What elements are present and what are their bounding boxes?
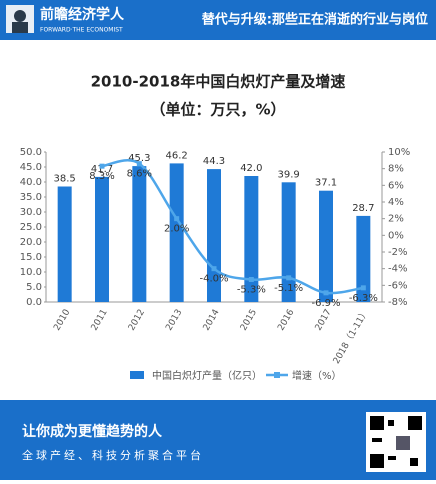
qr-corner <box>370 454 384 468</box>
line-label: -6.3% <box>349 293 378 304</box>
bar <box>244 176 259 302</box>
slogan: 让你成为更懂趋势的人 <box>22 423 163 440</box>
qr-code <box>366 412 426 472</box>
bar <box>281 182 296 302</box>
bar <box>356 215 371 302</box>
qr-dot <box>396 436 410 450</box>
qr-dot <box>372 438 382 442</box>
y-tick-label: 15.0 <box>20 252 42 263</box>
y-tick-label: 40.0 <box>20 177 42 188</box>
bar-label: 44.3 <box>203 156 225 167</box>
bar <box>132 166 147 302</box>
y-tick-label: 50.0 <box>20 147 42 158</box>
legend-swatch <box>274 372 280 378</box>
line-label: 8.3% <box>89 171 114 182</box>
qr-dot <box>388 420 394 426</box>
line-marker <box>99 163 105 169</box>
line-marker <box>136 161 142 167</box>
line-label: -4.0% <box>199 274 228 285</box>
header-bar <box>0 0 436 40</box>
line-label: 2.0% <box>164 224 189 235</box>
y2-tick-label: -2% <box>388 247 407 258</box>
bar-label: 41.7 <box>91 164 113 175</box>
bar <box>207 169 221 302</box>
bar-label: 45.3 <box>128 153 150 164</box>
headline: 替代与升级:那些正在消逝的行业与岗位 <box>202 12 428 28</box>
qr-dot <box>388 456 396 460</box>
line-marker <box>174 216 180 222</box>
line-label: -5.1% <box>274 283 303 294</box>
y2-tick-label: 10% <box>388 147 410 158</box>
y2-tick-label: 8% <box>388 164 404 175</box>
qr-corner <box>408 416 422 430</box>
bar <box>57 186 72 302</box>
bar <box>319 190 333 302</box>
y-tick-label: 0.0 <box>26 297 42 308</box>
line-marker <box>323 290 329 296</box>
bar-label: 46.2 <box>166 150 188 161</box>
line-marker <box>211 266 217 272</box>
y-tick-label: 35.0 <box>20 192 42 203</box>
y2-tick-label: 2% <box>388 214 404 225</box>
line-marker <box>248 277 254 282</box>
bar <box>169 163 184 302</box>
line-marker <box>360 285 366 291</box>
line-label: -6.9% <box>311 298 340 309</box>
logo-body <box>12 22 28 33</box>
legend-label: 增速（%） <box>292 369 342 382</box>
brand-en: FORWARD·THE ECONOMIST <box>40 27 123 34</box>
y-tick-label: 25.0 <box>20 222 42 233</box>
bar-label: 37.1 <box>315 178 337 189</box>
y-tick-label: 10.0 <box>20 267 42 278</box>
brand: 前瞻经济学人 <box>40 6 125 23</box>
line-label: 8.6% <box>127 169 152 180</box>
bar-label: 39.9 <box>278 169 300 180</box>
bar-label: 42.0 <box>240 163 262 174</box>
y2-tick-label: 4% <box>388 197 404 208</box>
legend-label: 中国白炽灯产量（亿只） <box>152 369 262 382</box>
y-tick-label: 45.0 <box>20 162 42 173</box>
y2-tick-label: -4% <box>388 264 407 275</box>
y-tick-label: 20.0 <box>20 237 42 248</box>
line-label: -5.3% <box>237 285 266 296</box>
bar <box>95 176 109 302</box>
logo-head <box>14 10 26 22</box>
y2-tick-label: 6% <box>388 180 404 191</box>
tagline: 全球产经、科技分析聚合平台 <box>22 448 204 462</box>
chart-subtitle: （单位：万只，%） <box>150 101 285 119</box>
footer-bar <box>0 400 436 480</box>
y-tick-label: 5.0 <box>26 282 42 293</box>
bar-label: 28.7 <box>352 203 374 214</box>
qr-dot <box>410 458 418 466</box>
line <box>101 159 364 295</box>
bar-label: 38.5 <box>54 174 76 185</box>
y-tick-label: 30.0 <box>20 207 42 218</box>
y2-tick-label: -6% <box>388 280 407 291</box>
legend-swatch <box>130 371 144 379</box>
line-marker <box>286 275 292 281</box>
y2-tick-label: -8% <box>388 297 407 308</box>
qr-corner <box>370 416 384 430</box>
chart-title: 2010-2018年中国白炽灯产量及增速 <box>91 73 346 91</box>
y2-tick-label: 0% <box>388 230 404 241</box>
